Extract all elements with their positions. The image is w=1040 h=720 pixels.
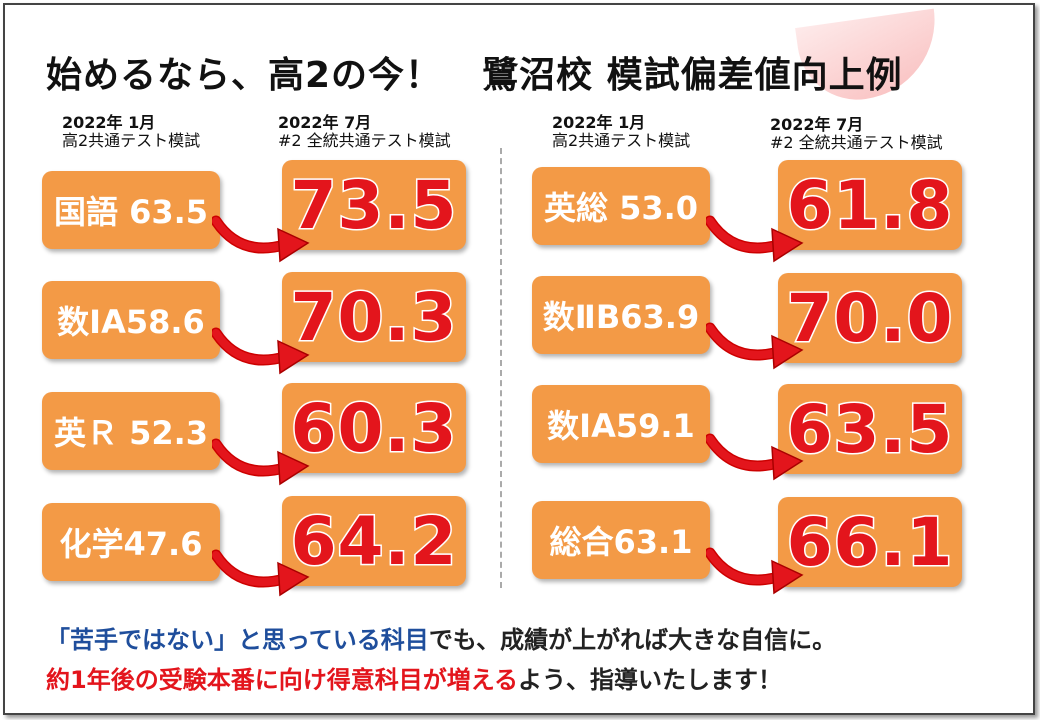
score-after-box: 66.1 (778, 497, 962, 587)
title-part2: 鷺沼校 模試偏差値向上例 (482, 55, 903, 96)
score-after-box: 70.3 (282, 272, 466, 362)
curved-arrow-icon (706, 215, 804, 263)
curved-arrow-icon (706, 322, 804, 370)
footer-line-1: 「苦手ではない」と思っている科目でも、成績が上がれば大きな自信に。 (46, 620, 836, 655)
score-after-value: 70.3 (289, 277, 458, 357)
footer-line-2: 約1年後の受験本番に向け得意科目が増えるよう、指導いたします！ (46, 660, 782, 695)
header-date: 2022年 7月 (278, 113, 372, 132)
header-exam: #2 全統共通テスト模試 (278, 131, 451, 150)
score-after-value: 63.5 (785, 389, 954, 469)
curved-arrow-icon (706, 433, 804, 481)
score-after-box: 61.8 (778, 160, 962, 250)
score-before-box: 数ⅡB63.9 (532, 276, 710, 354)
score-before-box: 英総 53.0 (532, 167, 710, 245)
right-after-header: 2022年 7月 #2 全統共通テスト模試 (770, 116, 943, 152)
score-after-value: 61.8 (785, 165, 954, 245)
score-before-box: 化学47.6 (42, 503, 220, 581)
footer-highlight-blue: 「苦手ではない」と思っている科目 (46, 626, 429, 654)
right-before-header: 2022年 1月 高2共通テスト模試 (552, 114, 690, 150)
score-before-box: 国語 63.5 (42, 171, 220, 249)
page-title: 始めるなら、高2の今！ 鷺沼校 模試偏差値向上例 (46, 46, 903, 98)
footer-text: よう、指導いたします！ (517, 666, 782, 694)
curved-arrow-icon (212, 327, 310, 375)
score-after-box: 63.5 (778, 384, 962, 474)
score-after-value: 60.3 (289, 388, 458, 468)
score-after-box: 73.5 (282, 160, 466, 250)
curved-arrow-icon (706, 547, 804, 595)
score-before-box: 数IA59.1 (532, 385, 710, 463)
score-after-value: 73.5 (289, 165, 458, 245)
score-before-box: 英Ｒ 52.3 (42, 392, 220, 470)
column-divider (500, 148, 502, 588)
score-after-value: 66.1 (785, 502, 954, 582)
score-after-box: 64.2 (282, 496, 466, 586)
left-before-header: 2022年 1月 高2共通テスト模試 (62, 114, 200, 150)
curved-arrow-icon (212, 438, 310, 486)
header-date: 2022年 1月 (62, 113, 156, 132)
score-before-box: 数IA58.6 (42, 281, 220, 359)
curved-arrow-icon (212, 215, 310, 263)
score-after-box: 60.3 (282, 383, 466, 473)
score-after-box: 70.0 (778, 273, 962, 363)
footer-text: でも、成績が上がれば大きな自信に。 (428, 626, 837, 654)
score-before-box: 総合63.1 (532, 501, 710, 579)
curved-arrow-icon (212, 549, 310, 597)
score-after-value: 64.2 (289, 501, 458, 581)
footer-highlight-red: 約1年後の受験本番に向け得意科目が増える (46, 666, 518, 694)
header-exam: 高2共通テスト模試 (552, 131, 691, 150)
header-date: 2022年 7月 (770, 115, 864, 134)
header-date: 2022年 1月 (552, 113, 646, 132)
title-part1: 始めるなら、高2の今！ (46, 55, 443, 96)
score-after-value: 70.0 (785, 278, 954, 358)
header-exam: #2 全統共通テスト模試 (770, 133, 943, 152)
header-exam: 高2共通テスト模試 (62, 131, 201, 150)
left-after-header: 2022年 7月 #2 全統共通テスト模試 (278, 114, 451, 150)
